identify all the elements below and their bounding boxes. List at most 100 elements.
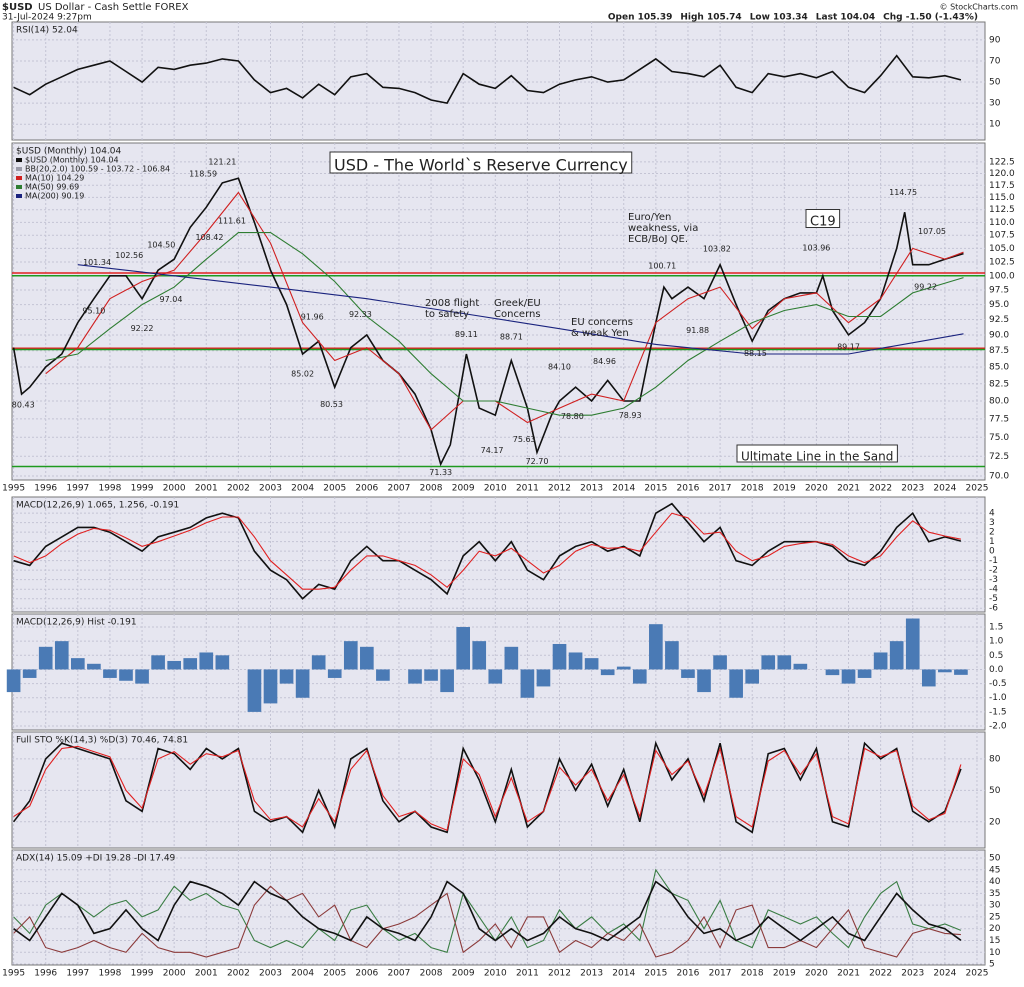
legend-entry: BB(20,2.0) 100.59 - 103.72 - 106.84 <box>25 165 170 174</box>
price-label: 88.15 <box>744 349 767 358</box>
y-tick-label: 45 <box>989 865 1000 875</box>
x-tick-label: 2005 <box>323 484 346 494</box>
y-tick-label: 122.5 <box>989 157 1015 167</box>
price-label: 114.75 <box>889 188 917 197</box>
series-line <box>45 191 964 431</box>
y-tick-label: 72.5 <box>989 452 1009 462</box>
hist-bar <box>938 669 952 673</box>
x-tick-label: 2003 <box>259 484 282 494</box>
y-tick-label: 87.5 <box>989 346 1009 356</box>
x-tick-label: 2016 <box>677 484 700 494</box>
price-label: 102.56 <box>115 251 143 260</box>
x-tick-label: 2014 <box>612 969 635 979</box>
hist-bar <box>440 669 454 693</box>
x-tick-label: 2006 <box>355 969 378 979</box>
x-tick-label: 2015 <box>644 969 667 979</box>
x-tick-label: 2019 <box>773 969 796 979</box>
series-line <box>13 502 962 600</box>
legend-swatch <box>16 176 22 180</box>
hist-bar <box>600 669 615 676</box>
hist-bar <box>22 669 37 678</box>
y-tick-label: 80.0 <box>989 397 1009 407</box>
y-tick-label: 5 <box>989 960 995 970</box>
y-tick-label: 30 <box>989 99 1001 109</box>
x-tick-label: 1996 <box>34 969 57 979</box>
hist-bar <box>376 669 390 681</box>
annotation: C19 <box>810 215 836 230</box>
x-tick-label: 2006 <box>355 484 378 494</box>
hist-bar <box>295 669 310 698</box>
price-label: 100.71 <box>648 261 676 270</box>
price-label: 107.05 <box>918 227 946 236</box>
panel: 1995 1996 1997 1998 1999 2000 2001 2002 2003 2004… <box>2 849 1001 979</box>
price-label: 111.61 <box>218 217 246 226</box>
quote-item: Low 103.34 <box>750 13 808 23</box>
price-label: 74.17 <box>481 446 504 455</box>
price-label: 80.53 <box>320 400 343 409</box>
x-tick-label: 2020 <box>805 969 828 979</box>
price-label: 92.22 <box>131 324 154 333</box>
series-line <box>13 868 962 953</box>
price-label: 91.96 <box>301 312 324 321</box>
hist-bar <box>488 669 503 684</box>
x-tick-label: 2015 <box>644 484 667 494</box>
y-tick-label: 115.0 <box>989 193 1015 203</box>
panel-title: $USD (Monthly) 104.04 <box>16 147 122 157</box>
annotation: EU concerns <box>571 317 633 328</box>
price-label: 95.10 <box>82 307 105 316</box>
hist-bar <box>119 669 133 681</box>
price-label: 92.33 <box>349 310 372 319</box>
price-label: 101.34 <box>83 258 111 267</box>
x-tick-label: 2019 <box>773 484 796 494</box>
annotation: USD - The World`s Reserve Currency <box>334 156 628 175</box>
hist-bar <box>905 618 920 670</box>
hist-bar <box>71 658 85 670</box>
y-tick-label: 102.5 <box>989 257 1015 267</box>
y-tick-label: 92.5 <box>989 315 1009 325</box>
y-tick-label: -1.5 <box>989 707 1007 717</box>
y-tick-label: 75.0 <box>989 433 1009 443</box>
series-line <box>13 885 961 958</box>
y-tick-label: 4 <box>989 509 995 519</box>
hist-bar <box>327 669 342 678</box>
x-tick-label: 2018 <box>741 484 764 494</box>
x-tick-label: 2003 <box>259 969 282 979</box>
price-label: 89.11 <box>455 330 478 339</box>
y-tick-label: -2 <box>989 566 998 576</box>
hist-bar <box>54 641 69 670</box>
hist-bar <box>536 669 551 687</box>
quote-item: Chg -1.50 (-1.43%) <box>883 13 978 23</box>
series-line <box>77 264 964 355</box>
annotation-box <box>805 209 841 228</box>
x-tick-label: 1995 <box>2 484 25 494</box>
hist-bar <box>151 655 165 670</box>
legend-swatch <box>16 158 22 162</box>
hist-bar <box>552 643 567 670</box>
y-tick-label: 2 <box>989 528 995 538</box>
y-tick-label: 120.0 <box>989 169 1015 179</box>
hist-bar <box>777 655 792 670</box>
y-tick-label: 70.0 <box>989 471 1009 481</box>
x-tick-label: 2011 <box>516 484 539 494</box>
annotation: Ultimate Line in the Sand <box>741 450 893 464</box>
hist-bar <box>616 666 631 670</box>
annotation: Greek/EU <box>494 298 541 309</box>
hist-bar <box>343 641 358 670</box>
symbol: $USD <box>2 2 33 13</box>
y-tick-label: 30 <box>989 901 1001 911</box>
hist-bar <box>504 646 519 670</box>
y-tick-label: 77.5 <box>989 414 1009 424</box>
annotation: 2008 flight <box>425 298 479 309</box>
annotation: Concerns <box>494 309 541 320</box>
x-tick-label: 1996 <box>34 484 57 494</box>
hist-bar <box>713 655 727 670</box>
panel-title: Full STO %K(14,3) %D(3) 70.46, 74.81 <box>16 736 188 746</box>
y-tick-label: 112.5 <box>989 205 1015 215</box>
x-tick-label: 1999 <box>131 969 154 979</box>
price-label: 104.50 <box>147 241 175 250</box>
hist-bar <box>103 669 117 678</box>
hist-bar <box>825 669 840 676</box>
series-line <box>13 745 962 831</box>
y-tick-label: 35 <box>989 889 1000 899</box>
